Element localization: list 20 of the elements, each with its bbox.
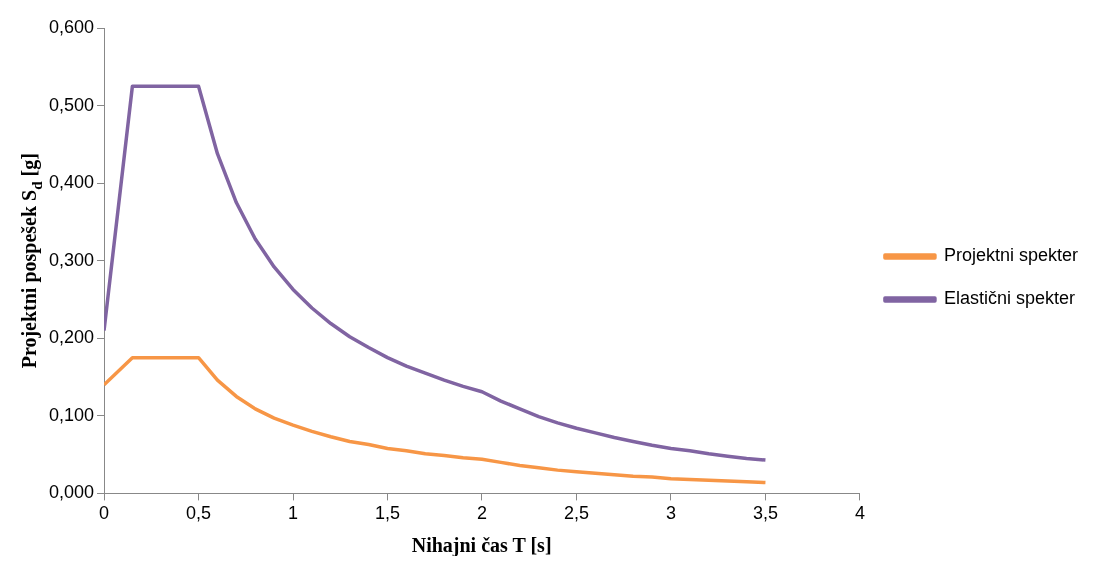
y-tick-label: 0,100 bbox=[49, 404, 95, 425]
x-tick-label: 2,5 bbox=[563, 503, 589, 524]
legend-label: Elastični spekter bbox=[943, 288, 1075, 309]
y-tick-label: 0,400 bbox=[49, 172, 95, 193]
y-tick-label: 0,300 bbox=[49, 249, 95, 270]
y-tick-label: 0,000 bbox=[49, 482, 95, 503]
y-tick-label: 0,200 bbox=[49, 327, 95, 348]
x-tick-label: 3 bbox=[665, 503, 676, 524]
x-axis-title: Nihajni čas T [s] bbox=[411, 534, 552, 557]
x-tick-label: 1 bbox=[288, 503, 299, 524]
x-tick-label: 4 bbox=[854, 503, 865, 524]
x-tick-label: 0 bbox=[99, 503, 110, 524]
y-tick-label: 0,600 bbox=[49, 16, 95, 37]
x-tick-label: 0,5 bbox=[186, 503, 212, 524]
x-tick-label: 1,5 bbox=[374, 503, 401, 524]
y-tick-label: 0,500 bbox=[49, 94, 95, 115]
x-tick-label: 3,5 bbox=[752, 503, 778, 524]
y-axis-title: Projektni pospešek Sd [g] bbox=[18, 153, 45, 369]
legend-label: Projektni spekter bbox=[943, 245, 1079, 266]
x-tick-label: 2 bbox=[476, 503, 487, 524]
